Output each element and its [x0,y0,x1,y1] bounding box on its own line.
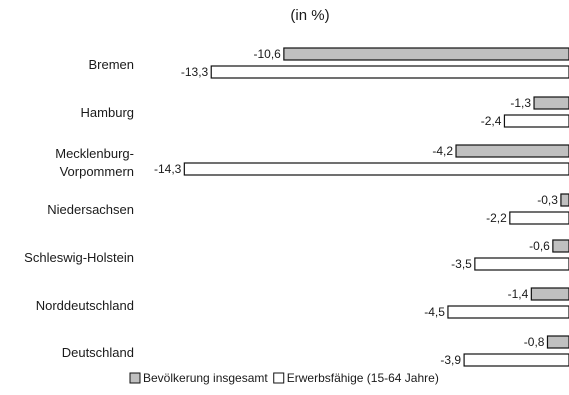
bar-working-age [183,162,569,176]
data-label: -0,6 [529,239,550,253]
bar-working-age [474,257,569,271]
category-label: Niedersachsen [47,202,134,217]
bar-population [455,144,569,158]
category-label: Hamburg [81,105,134,120]
legend-entry: Erwerbsfähige (15-64 Jahre) [287,371,439,385]
bar-working-age [210,65,569,79]
bar-working-age [509,211,569,225]
data-label: -2,4 [481,114,502,128]
category-label: Schleswig-Holstein [24,250,134,265]
data-label: -10,6 [254,47,282,61]
legend-swatch [273,372,285,384]
data-label: -0,8 [524,335,545,349]
bar-population [560,193,569,207]
bar-population [552,239,569,253]
category-label: Deutschland [62,345,134,360]
data-label: -14,3 [154,162,182,176]
bar-working-age [463,353,569,367]
bar-population [533,96,569,110]
category-label: Norddeutschland [36,298,134,313]
data-label: -3,9 [440,353,461,367]
data-label: -13,3 [181,65,209,79]
chart-title: (in %) [290,7,329,24]
data-label: -1,3 [510,96,531,110]
category-label: Mecklenburg-Vorpommern [55,146,134,179]
bar-population [546,335,569,349]
data-label: -4,5 [424,305,445,319]
bar-population [530,287,569,301]
data-label: -3,5 [451,257,472,271]
bar-working-age [447,305,569,319]
legend-entry: Bevölkerung insgesamt [143,371,268,385]
legend-swatch [129,372,141,384]
data-label: -0,3 [537,193,558,207]
bar-working-age [503,114,569,128]
bar-population [283,47,569,61]
data-label: -1,4 [508,287,529,301]
data-label: -4,2 [432,144,453,158]
category-label: Bremen [88,57,134,72]
data-label: -2,2 [486,211,507,225]
